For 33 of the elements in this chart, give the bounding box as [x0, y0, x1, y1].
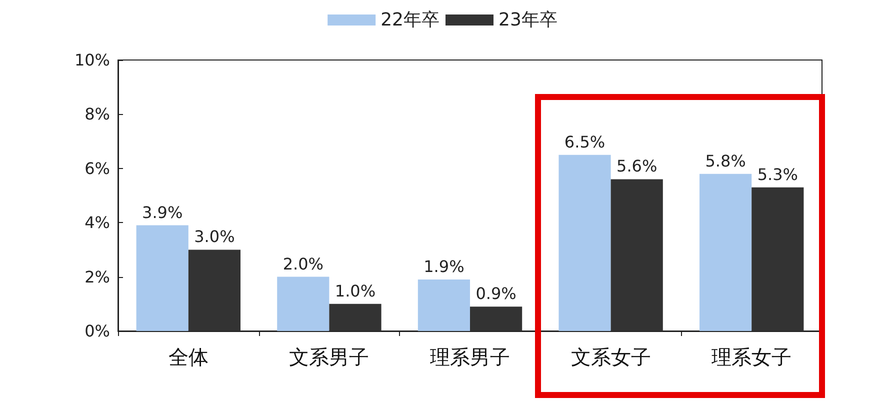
- y-tick-label: 2%: [84, 267, 110, 286]
- y-tick-label: 0%: [84, 322, 110, 340]
- bar: [700, 174, 752, 331]
- bar: [136, 225, 188, 331]
- y-tick-label: 10%: [74, 50, 110, 70]
- bar: [752, 187, 804, 331]
- data-label: 5.8%: [705, 151, 746, 170]
- data-label: 3.9%: [142, 202, 183, 222]
- bar: [610, 179, 663, 331]
- bar: [418, 280, 470, 331]
- x-tick-label: 理系男子: [430, 345, 510, 369]
- x-tick-label: 文系女子: [570, 345, 651, 369]
- y-tick-label: 4%: [84, 213, 110, 232]
- bar: [188, 250, 240, 331]
- x-tick-label: 文系男子: [289, 345, 370, 369]
- data-label: 1.9%: [424, 257, 464, 276]
- legend-label: 23年卒: [498, 10, 558, 30]
- data-label: 0.9%: [476, 284, 516, 304]
- y-tick-label: 6%: [84, 158, 110, 178]
- data-label: 6.5%: [564, 132, 606, 152]
- x-tick-label: 全体: [168, 345, 208, 369]
- data-label: 1.0%: [334, 281, 376, 300]
- x-tick-label: 理系女子: [712, 345, 792, 369]
- bar: [470, 306, 522, 331]
- data-label: 5.6%: [616, 156, 658, 176]
- bar: [277, 276, 330, 331]
- y-tick-label: 8%: [84, 104, 110, 124]
- bar: [329, 304, 382, 331]
- data-label: 3.0%: [194, 227, 235, 246]
- legend-label: 22年卒: [380, 10, 440, 30]
- bar: [558, 154, 611, 331]
- data-label: 2.0%: [282, 254, 324, 274]
- data-label: 5.3%: [757, 164, 798, 184]
